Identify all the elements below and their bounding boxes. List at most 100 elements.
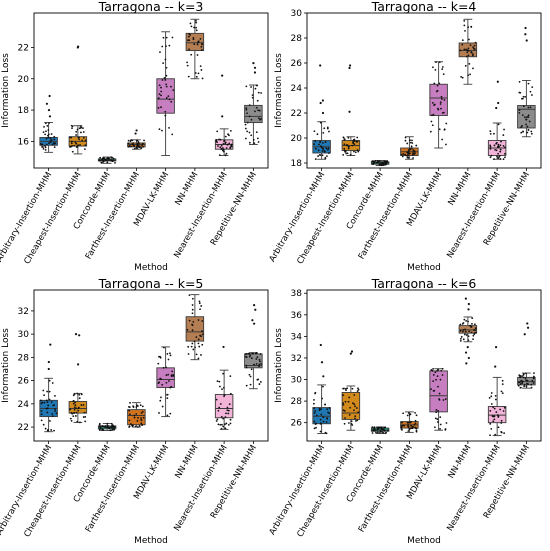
- observation-point: [381, 431, 383, 433]
- observation-point: [43, 125, 45, 128]
- observation-point: [44, 144, 46, 147]
- observation-point: [201, 333, 204, 336]
- observation-point: [325, 147, 328, 150]
- observation-point: [415, 144, 418, 147]
- y-axis-label: Information Loss: [1, 328, 11, 403]
- observation-point: [460, 336, 463, 338]
- observation-point: [317, 155, 319, 157]
- observation-point: [190, 25, 193, 28]
- observation-point: [407, 423, 410, 426]
- observation-point: [497, 152, 500, 155]
- observation-point: [526, 125, 529, 128]
- observation-point: [434, 371, 437, 374]
- y-tick-label: 24: [291, 84, 303, 94]
- observation-point: [404, 139, 407, 142]
- box-arbitrary-insertion-mhm: [39, 94, 58, 153]
- observation-point: [48, 122, 51, 124]
- observation-point: [127, 406, 130, 408]
- observation-point: [39, 143, 42, 145]
- observation-point: [83, 411, 86, 414]
- observation-point: [467, 339, 470, 342]
- observation-point: [445, 143, 447, 146]
- observation-point: [222, 148, 225, 151]
- observation-point: [191, 329, 194, 332]
- observation-point: [53, 142, 56, 145]
- observation-point: [258, 109, 261, 112]
- x-tick-label: NN-MHM: [173, 171, 200, 208]
- y-axis-label: Information Loss: [274, 328, 284, 403]
- observation-point: [128, 144, 131, 147]
- observation-point: [353, 403, 356, 406]
- observation-point: [410, 424, 412, 427]
- observation-point: [244, 127, 247, 130]
- y-tick-label: 28: [291, 34, 303, 44]
- observation-point: [39, 399, 42, 402]
- observation-point: [192, 348, 195, 351]
- observation-point: [244, 123, 247, 126]
- observation-point: [136, 142, 139, 145]
- observation-point: [380, 162, 383, 165]
- observation-point: [79, 421, 81, 424]
- observation-point: [165, 85, 168, 88]
- observation-point: [80, 404, 83, 406]
- observation-point: [348, 396, 351, 399]
- observation-point: [71, 144, 74, 147]
- box-cheapest-insertion-mhm: [68, 45, 88, 155]
- outlier-point: [251, 319, 254, 322]
- observation-point: [158, 412, 160, 414]
- observation-point: [106, 157, 109, 159]
- observation-point: [49, 141, 52, 144]
- y-tick-label: 34: [291, 332, 303, 342]
- observation-point: [197, 357, 200, 360]
- observation-point: [354, 405, 356, 408]
- observation-point: [342, 402, 345, 405]
- observation-point: [81, 139, 84, 142]
- observation-point: [438, 82, 441, 85]
- observation-point: [518, 374, 521, 377]
- observation-point: [494, 148, 497, 151]
- observation-point: [225, 147, 228, 149]
- observation-point: [327, 147, 330, 150]
- observation-point: [408, 428, 411, 431]
- x-axis-label: Method: [407, 263, 441, 273]
- observation-point: [445, 122, 448, 125]
- observation-point: [45, 143, 48, 146]
- outlier-point: [465, 362, 468, 365]
- observation-point: [138, 142, 140, 145]
- observation-point: [136, 147, 139, 150]
- observation-point: [40, 410, 43, 412]
- observation-point: [499, 144, 502, 147]
- observation-point: [347, 400, 350, 403]
- y-tick-label: 24: [18, 400, 30, 410]
- observation-point: [195, 26, 198, 29]
- observation-point: [440, 95, 443, 98]
- observation-point: [356, 136, 359, 139]
- observation-point: [375, 431, 377, 434]
- observation-point: [401, 424, 404, 427]
- observation-point: [141, 144, 144, 147]
- observation-point: [489, 144, 492, 147]
- observation-point: [410, 145, 413, 148]
- observation-point: [190, 53, 193, 56]
- observation-point: [221, 147, 224, 149]
- observation-point: [474, 327, 477, 330]
- y-tick-label: 26: [291, 419, 303, 429]
- observation-point: [533, 372, 535, 375]
- observation-point: [167, 95, 170, 98]
- observation-point: [382, 432, 385, 434]
- observation-point: [44, 427, 47, 430]
- observation-point: [403, 424, 406, 427]
- observation-point: [131, 424, 133, 427]
- observation-point: [463, 333, 466, 336]
- observation-point: [525, 385, 528, 388]
- observation-point: [474, 331, 477, 334]
- observation-point: [99, 425, 101, 428]
- observation-point: [405, 154, 408, 157]
- y-tick-label: 28: [291, 397, 303, 407]
- observation-point: [529, 106, 532, 109]
- observation-point: [474, 329, 477, 332]
- observation-point: [72, 394, 75, 397]
- observation-point: [438, 392, 441, 395]
- observation-point: [357, 387, 359, 390]
- observation-point: [100, 161, 103, 164]
